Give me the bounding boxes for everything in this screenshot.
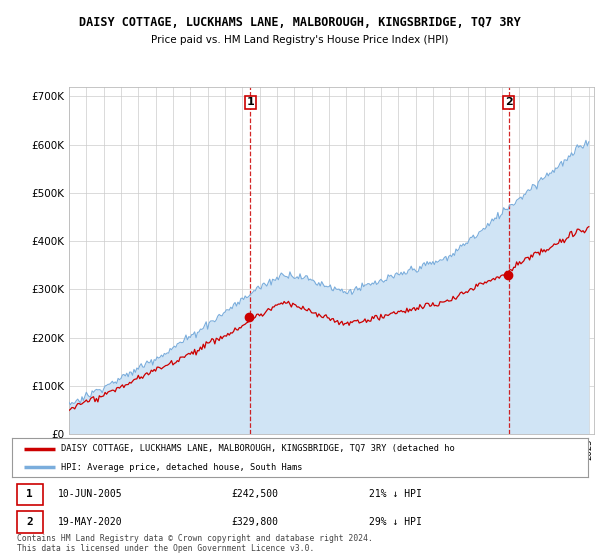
- Bar: [17, 511, 43, 533]
- Text: HPI: Average price, detached house, South Hams: HPI: Average price, detached house, Sout…: [61, 463, 302, 472]
- Text: Contains HM Land Registry data © Crown copyright and database right 2024.
This d: Contains HM Land Registry data © Crown c…: [17, 534, 373, 553]
- Text: 2: 2: [26, 517, 33, 527]
- Text: 10-JUN-2005: 10-JUN-2005: [58, 489, 123, 500]
- Text: 19-MAY-2020: 19-MAY-2020: [58, 517, 123, 527]
- Text: DAISY COTTAGE, LUCKHAMS LANE, MALBOROUGH, KINGSBRIDGE, TQ7 3RY: DAISY COTTAGE, LUCKHAMS LANE, MALBOROUGH…: [79, 16, 521, 29]
- Text: 1: 1: [26, 489, 33, 500]
- Text: DAISY COTTAGE, LUCKHAMS LANE, MALBOROUGH, KINGSBRIDGE, TQ7 3RY (detached ho: DAISY COTTAGE, LUCKHAMS LANE, MALBOROUGH…: [61, 444, 455, 453]
- Text: 2: 2: [505, 97, 512, 107]
- Text: 29% ↓ HPI: 29% ↓ HPI: [369, 517, 422, 527]
- Text: Price paid vs. HM Land Registry's House Price Index (HPI): Price paid vs. HM Land Registry's House …: [151, 35, 449, 45]
- Text: 21% ↓ HPI: 21% ↓ HPI: [369, 489, 422, 500]
- Bar: [17, 483, 43, 506]
- Text: £242,500: £242,500: [231, 489, 278, 500]
- Text: £329,800: £329,800: [231, 517, 278, 527]
- Text: 1: 1: [247, 97, 254, 107]
